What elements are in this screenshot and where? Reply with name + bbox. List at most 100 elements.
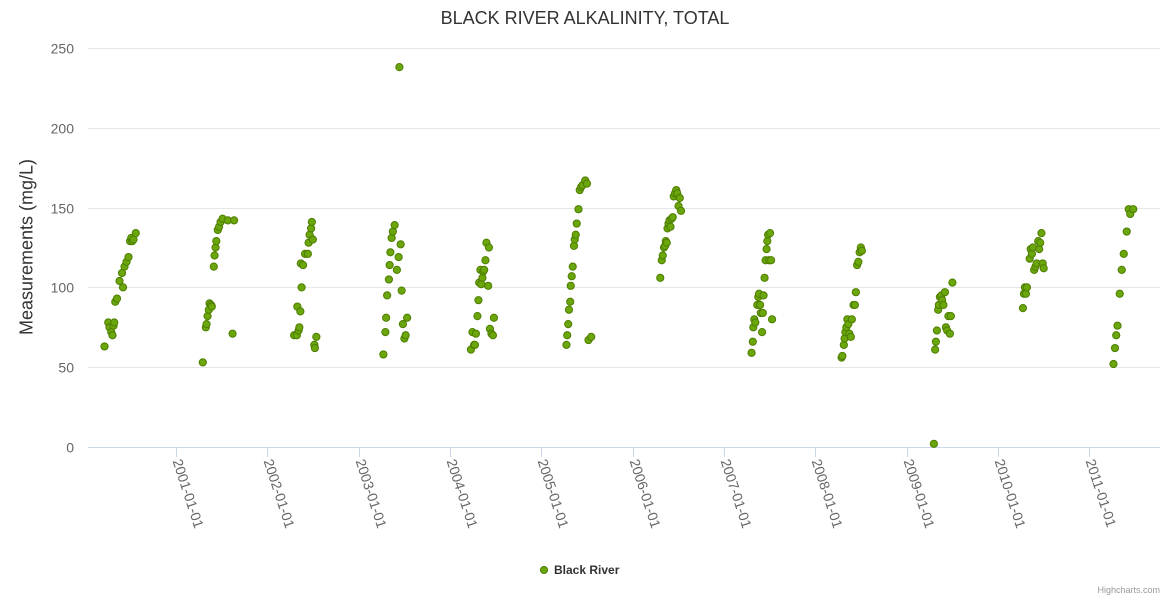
data-point[interactable] [131,229,140,238]
data-point[interactable] [124,252,133,262]
data-point[interactable] [945,329,955,338]
data-point[interactable] [759,291,768,300]
data-point[interactable] [662,238,671,247]
data-point[interactable] [296,307,305,316]
data-point[interactable] [676,206,686,215]
data-point[interactable] [765,229,775,238]
data-point[interactable] [760,273,769,282]
data-point[interactable] [1129,205,1138,214]
data-point[interactable] [115,276,124,286]
data-point[interactable] [847,315,856,324]
data-point[interactable] [568,262,577,271]
data-point[interactable] [100,342,109,351]
data-point[interactable] [757,327,767,337]
data-point[interactable] [747,348,756,357]
data-point[interactable] [403,313,412,322]
data-point[interactable] [572,219,581,228]
data-point[interactable] [854,257,863,266]
data-point[interactable] [484,281,493,290]
data-point[interactable] [857,246,866,255]
data-point[interactable] [112,294,122,303]
data-point[interactable] [850,300,859,310]
data-point[interactable] [212,237,221,246]
credits-link[interactable]: Highcharts.com [1097,585,1160,595]
data-point[interactable] [401,331,410,340]
data-point[interactable] [307,217,316,227]
data-point[interactable] [202,320,211,329]
data-point[interactable] [395,63,404,72]
data-point[interactable] [207,302,216,311]
data-point[interactable] [386,248,395,257]
data-point[interactable] [931,345,940,354]
data-point[interactable] [379,350,388,359]
data-point[interactable] [1036,238,1045,247]
data-point[interactable] [489,313,499,322]
data-point[interactable] [297,283,306,292]
data-point[interactable] [762,244,771,254]
data-point[interactable] [932,326,941,335]
data-point[interactable] [566,281,575,290]
data-point[interactable] [1113,321,1122,330]
data-point[interactable] [392,265,401,274]
data-point[interactable] [940,288,949,297]
data-point[interactable] [666,222,675,231]
data-point[interactable] [846,332,855,341]
data-point[interactable] [308,235,317,244]
legend-item-black-river[interactable]: Black River [540,563,619,577]
data-point[interactable] [394,252,403,262]
data-point[interactable] [382,313,391,322]
data-point[interactable] [385,260,394,270]
data-point[interactable] [108,331,117,340]
data-point[interactable] [471,329,481,338]
data-point[interactable] [488,331,498,340]
data-point[interactable] [838,351,847,361]
data-point[interactable] [563,331,572,340]
data-point[interactable] [198,358,207,367]
data-point[interactable] [767,315,777,324]
data-point[interactable] [396,240,405,249]
data-point[interactable] [310,343,319,353]
data-point[interactable] [656,273,665,282]
data-point[interactable] [751,318,760,327]
data-point[interactable] [766,256,776,265]
data-point[interactable] [946,312,956,321]
data-point[interactable] [480,265,489,274]
data-point[interactable] [1039,264,1048,273]
data-point[interactable] [384,275,393,284]
data-point[interactable] [110,318,119,327]
data-point[interactable] [1110,343,1120,353]
data-point[interactable] [567,272,576,281]
data-point[interactable] [574,205,583,214]
data-point[interactable] [210,251,219,260]
data-point[interactable] [474,296,483,305]
data-point[interactable] [118,283,128,292]
data-point[interactable] [228,329,237,338]
data-point[interactable] [564,305,574,314]
data-point[interactable] [587,332,596,341]
data-point[interactable] [758,308,767,318]
data-point[interactable] [229,216,239,225]
data-point[interactable] [1119,249,1128,258]
data-point[interactable] [1022,283,1032,292]
data-point[interactable] [470,340,480,349]
data-point[interactable] [383,291,392,300]
data-point[interactable] [948,278,957,287]
data-point[interactable] [931,337,940,346]
data-point[interactable] [473,312,482,321]
data-point[interactable] [851,288,860,297]
data-point[interactable] [1117,265,1126,274]
data-point[interactable] [481,256,490,265]
data-point[interactable] [299,260,308,270]
data-point[interactable] [1122,227,1131,236]
data-point[interactable] [1037,229,1046,238]
data-point[interactable] [939,300,948,310]
data-point[interactable] [484,243,494,252]
data-point[interactable] [748,337,757,346]
data-point[interactable] [1018,304,1028,313]
data-point[interactable] [1115,289,1124,298]
data-point[interactable] [929,439,938,448]
data-point[interactable] [381,327,390,337]
data-point[interactable] [1109,359,1118,369]
data-point[interactable] [209,262,218,271]
data-point[interactable] [562,340,571,349]
